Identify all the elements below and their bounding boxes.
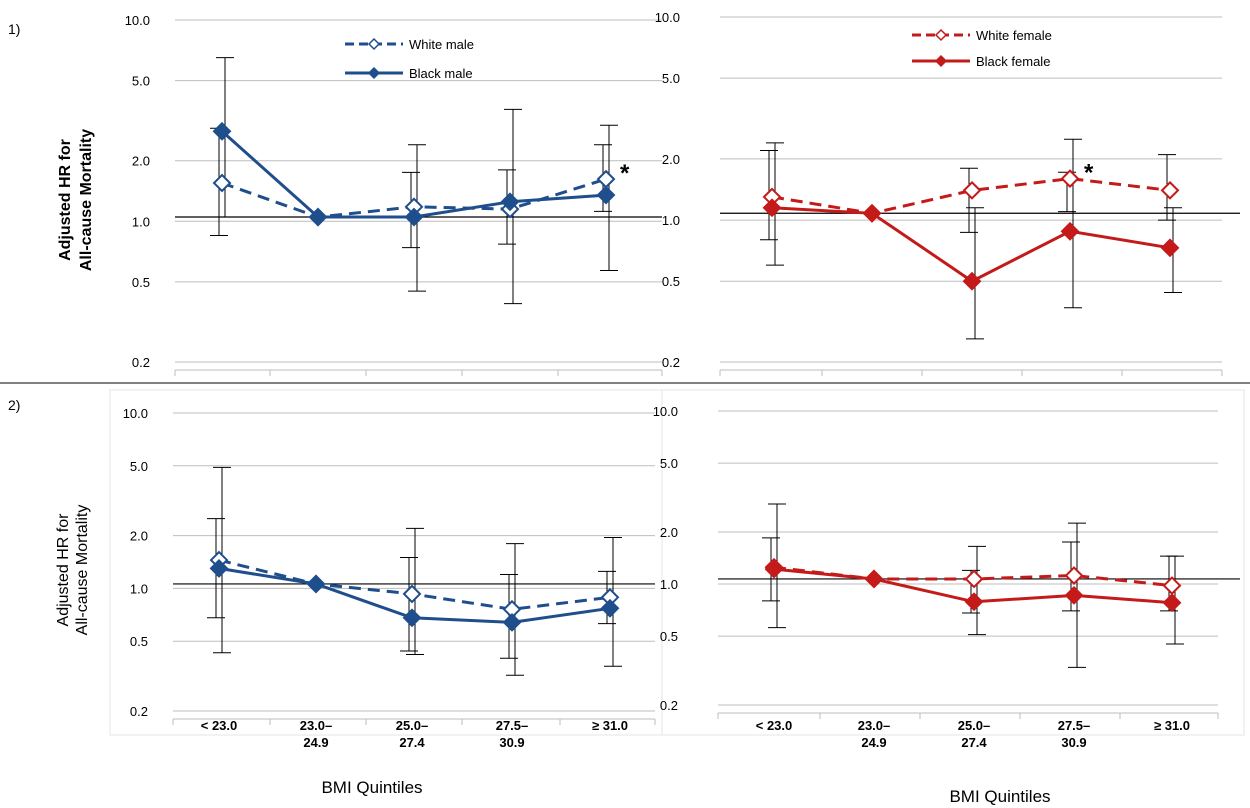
y-axis-title-bottom-line2: All-cause Mortality <box>74 505 91 636</box>
y-axis-title-bottom-line1: Adjusted HR for <box>55 513 72 627</box>
data-point-marker <box>212 173 232 193</box>
data-point-marker <box>500 192 520 212</box>
x-category-label: 25.0– <box>958 718 991 733</box>
y-tick-label: 10.0 <box>125 13 150 28</box>
data-point-marker <box>402 608 422 628</box>
x-category-label: 27.4 <box>399 735 425 750</box>
legend-label: White male <box>409 37 474 52</box>
y-tick-label: 2.0 <box>132 154 150 169</box>
legend-label: White female <box>976 28 1052 43</box>
chart-panel-bottom-left-male: 10.0 5.0 2.0 1.0 0.5 0.2 < 23.0 23.0– 24.9 25.0– 2… <box>109 389 663 750</box>
x-category-label: 23.0– <box>858 718 891 733</box>
data-point-marker <box>502 612 522 632</box>
data-point-marker <box>306 574 326 594</box>
data-point-marker <box>1162 593 1182 613</box>
y-axis-title-top-line2: All-cause Mortality <box>78 129 95 271</box>
data-point-marker <box>1064 585 1084 605</box>
data-point-marker <box>404 207 424 227</box>
y-tick-label: 5.0 <box>130 459 148 474</box>
data-point-marker <box>962 271 982 291</box>
data-point-marker <box>864 569 884 589</box>
data-point-marker <box>596 185 616 205</box>
panel-frame <box>661 389 1245 736</box>
legend-label: Black male <box>409 66 473 81</box>
data-point-marker <box>308 207 328 227</box>
data-point-marker <box>596 169 616 189</box>
data-point-marker <box>600 598 620 618</box>
data-point-marker <box>1160 238 1180 258</box>
y-tick-label: 1.0 <box>660 577 678 592</box>
significance-marker: * <box>1084 160 1094 187</box>
legend-swatch-marker <box>934 28 948 42</box>
y-tick-label: 0.5 <box>662 274 680 289</box>
x-category-label: 27.4 <box>961 735 987 750</box>
y-tick-label: 10.0 <box>653 404 678 419</box>
chart-panel-top-left-male: 10.0 5.0 2.0 1.0 0.5 0.2 * White male Black male <box>125 13 663 376</box>
x-axis-title-left: BMI Quintiles <box>321 778 422 797</box>
x-category-label: 25.0– <box>396 718 429 733</box>
data-point-marker <box>964 569 984 589</box>
y-tick-label: 1.0 <box>130 581 148 596</box>
data-point-marker <box>962 180 982 200</box>
x-category-label: 27.5– <box>1058 718 1091 733</box>
panel-label-1: 1) <box>8 21 20 37</box>
legend-swatch-marker <box>367 37 381 51</box>
chart-panel-top-right-female: 10.0 5.0 2.0 1.0 0.5 0.2 * White female Black fe… <box>655 10 1240 376</box>
y-tick-label: 0.2 <box>132 355 150 370</box>
data-point-marker <box>1064 566 1084 585</box>
y-tick-label: 0.2 <box>662 355 680 370</box>
data-point-marker <box>212 121 232 141</box>
data-point-marker <box>1060 169 1080 189</box>
x-category-label: 30.9 <box>1061 735 1086 750</box>
panel-label-2: 2) <box>8 397 20 413</box>
y-axis-title-top-line1: Adjusted HR for <box>57 139 74 261</box>
x-category-label: ≥ 31.0 <box>1154 718 1190 733</box>
y-tick-label: 5.0 <box>132 74 150 89</box>
y-tick-label: 0.2 <box>130 704 148 719</box>
data-point-marker <box>209 559 229 578</box>
y-tick-label: 2.0 <box>660 525 678 540</box>
y-tick-label: 0.5 <box>660 629 678 644</box>
data-point-marker <box>762 198 782 218</box>
series-line <box>771 206 1171 283</box>
y-tick-label: 0.5 <box>132 275 150 290</box>
data-point-marker <box>1060 221 1080 241</box>
y-tick-label: 0.5 <box>130 634 148 649</box>
data-point-marker <box>964 592 984 612</box>
x-category-label: < 23.0 <box>756 718 793 733</box>
y-tick-label: 1.0 <box>132 214 150 229</box>
significance-marker: * <box>620 160 630 187</box>
y-tick-label: 5.0 <box>662 71 680 86</box>
y-tick-label: 5.0 <box>660 456 678 471</box>
x-category-label: 24.9 <box>303 735 328 750</box>
x-category-label: ≥ 31.0 <box>592 718 628 733</box>
series-line <box>771 177 1171 215</box>
y-tick-label: 0.2 <box>660 698 678 713</box>
data-point-marker <box>862 203 882 223</box>
data-point-marker <box>402 584 422 604</box>
panel-frame <box>109 389 663 736</box>
data-point-marker <box>1162 576 1182 595</box>
x-category-label: 24.9 <box>861 735 886 750</box>
x-axis-title-right: BMI Quintiles <box>949 787 1050 806</box>
chart-panel-bottom-right-female: 10.0 5.0 2.0 1.0 0.5 0.2 < 23.0 23.0– 24.9 25.0– 2… <box>653 389 1245 750</box>
x-category-label: 30.9 <box>499 735 524 750</box>
x-category-label: < 23.0 <box>201 718 238 733</box>
x-category-label: 23.0– <box>300 718 333 733</box>
data-point-marker <box>1160 180 1180 200</box>
y-tick-label: 1.0 <box>662 213 680 228</box>
x-category-label: 27.5– <box>496 718 529 733</box>
legend-swatch-marker <box>367 66 381 80</box>
y-tick-label: 10.0 <box>655 10 680 25</box>
y-tick-label: 2.0 <box>662 152 680 167</box>
data-point-marker <box>764 559 784 579</box>
y-tick-label: 2.0 <box>130 529 148 544</box>
y-tick-label: 10.0 <box>123 406 148 421</box>
legend-label: Black female <box>976 54 1050 69</box>
legend-swatch-marker <box>934 54 948 68</box>
